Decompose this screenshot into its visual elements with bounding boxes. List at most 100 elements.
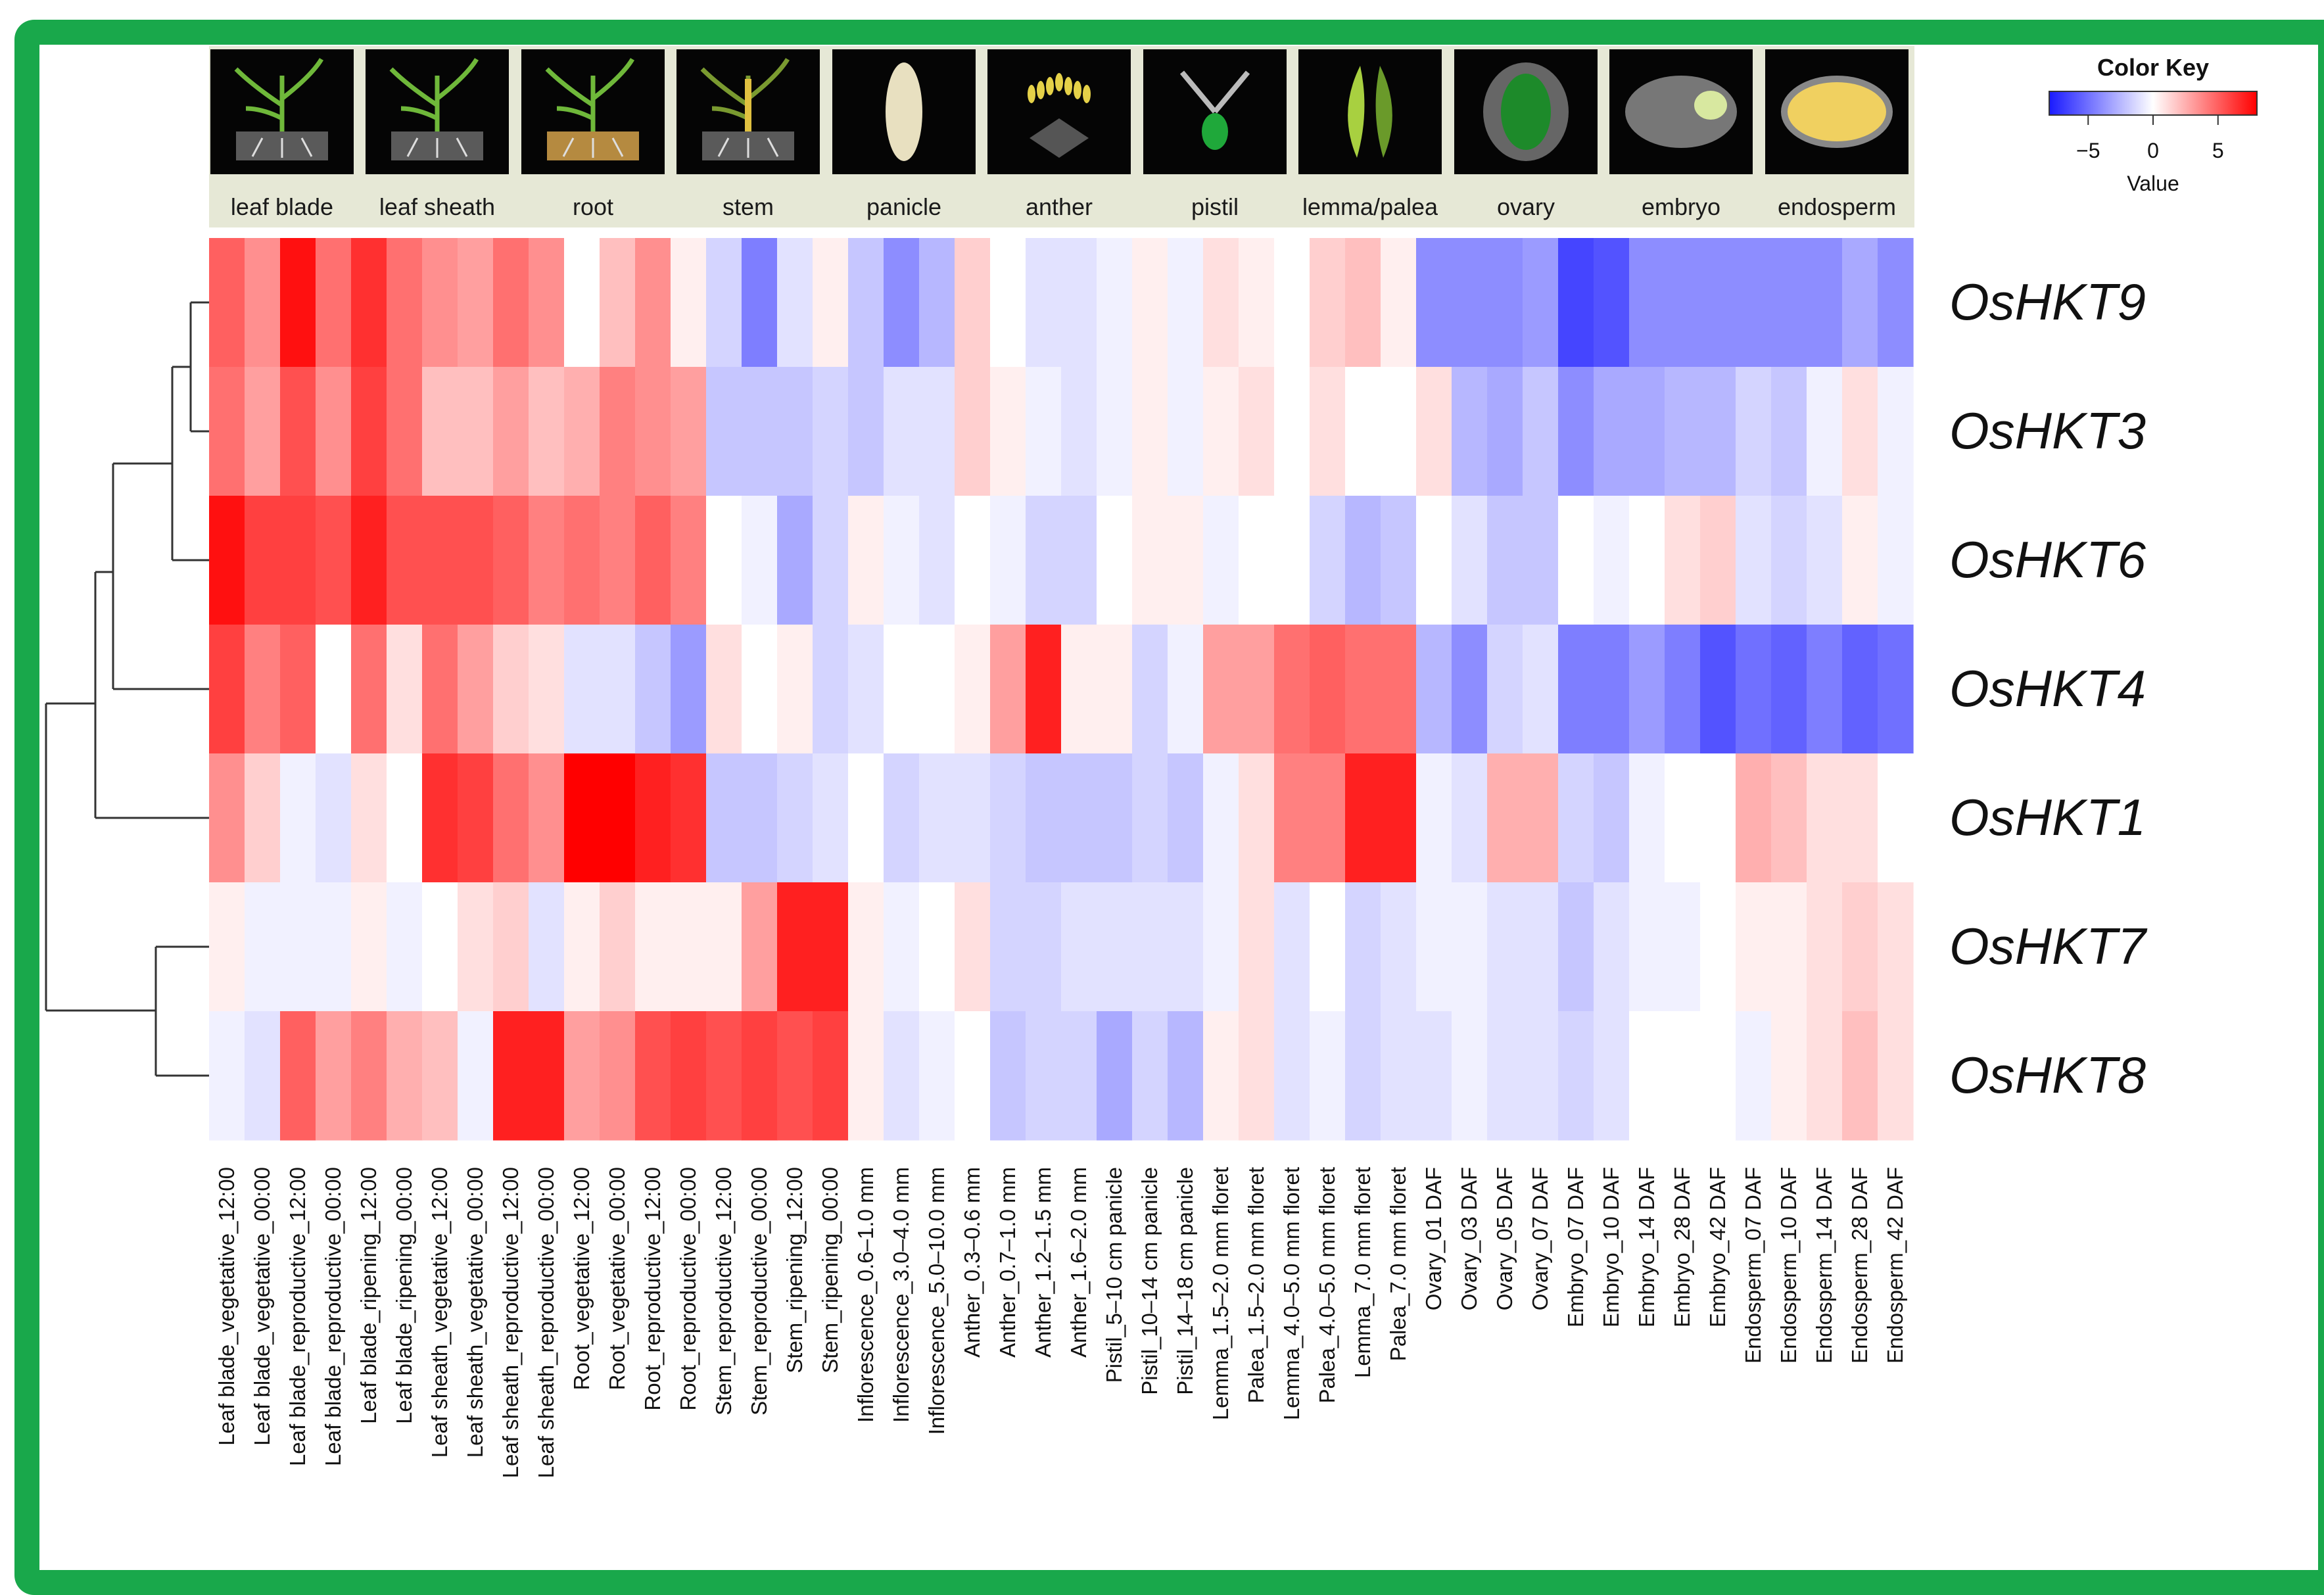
column-label: Leaf blade_reproductive_00:00 bbox=[321, 1167, 345, 1466]
heatmap-cell bbox=[564, 753, 600, 883]
heatmap-cell bbox=[955, 367, 991, 496]
heatmap-cell bbox=[1842, 367, 1878, 496]
tissue-tile: leaf sheath bbox=[366, 49, 509, 220]
endosperm-icon bbox=[1781, 76, 1893, 148]
seedling-icon bbox=[234, 58, 328, 160]
heatmap-cell bbox=[209, 496, 245, 625]
heatmap-cell bbox=[387, 238, 423, 368]
heatmap-cell bbox=[1807, 238, 1843, 368]
heatmap-cell bbox=[1168, 753, 1204, 883]
heatmap-cell bbox=[955, 496, 991, 625]
heatmap-cell bbox=[671, 1011, 707, 1141]
heatmap-cell bbox=[1097, 625, 1133, 754]
heatmap-cell bbox=[1700, 496, 1736, 625]
heatmap-cell bbox=[1452, 753, 1488, 883]
heatmap-cell bbox=[884, 496, 920, 625]
heatmap-cell bbox=[1097, 367, 1133, 496]
ovary-icon bbox=[1483, 62, 1569, 161]
column-label: Pistil_10–14 cm panicle bbox=[1137, 1167, 1162, 1395]
heatmap-cell bbox=[387, 882, 423, 1012]
heatmap-cell bbox=[1807, 367, 1843, 496]
heatmap-cell bbox=[1736, 367, 1772, 496]
heatmap-cell bbox=[1274, 1011, 1310, 1141]
heatmap-cell bbox=[1878, 238, 1914, 368]
tissue-label: leaf blade bbox=[231, 193, 333, 220]
heatmap-cell bbox=[1842, 1011, 1878, 1141]
heatmap-cell bbox=[1807, 625, 1843, 754]
heatmap-cell bbox=[209, 753, 245, 883]
column-label: Palea_4.0–5.0 mm floret bbox=[1315, 1167, 1339, 1404]
column-label: Root_reproductive_00:00 bbox=[676, 1167, 700, 1411]
heatmap-cell bbox=[529, 882, 565, 1012]
heatmap-cell bbox=[1061, 625, 1097, 754]
heatmap-cell bbox=[209, 238, 245, 368]
heatmap-cell bbox=[564, 625, 600, 754]
heatmap-cell bbox=[493, 1011, 529, 1141]
heatmap-cell bbox=[1274, 238, 1310, 368]
heatmap-cell bbox=[1239, 496, 1275, 625]
seedling-sheath-icon bbox=[389, 58, 483, 160]
heatmap-cell bbox=[848, 238, 884, 368]
heatmap-cell bbox=[316, 753, 352, 883]
column-labels: Leaf blade_vegetative_12:00 Leaf blade_ve… bbox=[214, 1167, 1907, 1478]
heatmap-cell bbox=[1665, 367, 1701, 496]
heatmap-cell bbox=[919, 882, 955, 1012]
heatmap-cell bbox=[706, 625, 742, 754]
heatmap-cell bbox=[1558, 1011, 1594, 1141]
heatmap-cell bbox=[635, 238, 671, 368]
heatmap-cell bbox=[990, 496, 1026, 625]
heatmap-cell bbox=[1416, 625, 1452, 754]
heatmap-cell bbox=[706, 1011, 742, 1141]
heatmap-cell bbox=[1487, 753, 1523, 883]
column-label: Stem_reproductive_00:00 bbox=[747, 1167, 771, 1416]
heatmap-cell bbox=[1097, 238, 1133, 368]
tissue-tile: embryo bbox=[1609, 49, 1753, 220]
heatmap-cell bbox=[742, 367, 778, 496]
heatmap-cell bbox=[316, 1011, 352, 1141]
heatmap-cell bbox=[1736, 238, 1772, 368]
heatmap-cell bbox=[706, 882, 742, 1012]
color-key-tick-label: 5 bbox=[2212, 139, 2224, 162]
heatmap-cell bbox=[1700, 753, 1736, 883]
heatmap-cell bbox=[671, 496, 707, 625]
heatmap-cell bbox=[1629, 496, 1665, 625]
heatmap-cell bbox=[706, 238, 742, 368]
column-label: Pistil_14–18 cm panicle bbox=[1173, 1167, 1197, 1395]
heatmap-cell bbox=[1168, 625, 1204, 754]
heatmap-cell bbox=[1558, 753, 1594, 883]
heatmap-cell bbox=[884, 238, 920, 368]
heatmap-cell bbox=[1061, 882, 1097, 1012]
heatmap-cell bbox=[245, 496, 281, 625]
row-label: OsHKT7 bbox=[1949, 917, 2148, 975]
heatmap-cell bbox=[600, 882, 636, 1012]
heatmap-cell bbox=[1310, 1011, 1346, 1141]
heatmap-cell bbox=[706, 496, 742, 625]
heatmap-cell bbox=[422, 753, 458, 883]
column-label: Lemma_7.0 mm floret bbox=[1350, 1167, 1375, 1378]
heatmap-cell bbox=[813, 882, 849, 1012]
heatmap-cell bbox=[990, 753, 1026, 883]
column-label: Anther_0.7–1.0 mm bbox=[995, 1167, 1020, 1358]
heatmap-cell bbox=[280, 882, 316, 1012]
heatmap-cell bbox=[742, 625, 778, 754]
heatmap-cell bbox=[1381, 1011, 1417, 1141]
heatmap-cell bbox=[493, 238, 529, 368]
column-label: Leaf sheath_vegetative_00:00 bbox=[463, 1167, 487, 1458]
heatmap-cell bbox=[955, 753, 991, 883]
tissue-photo bbox=[1298, 49, 1442, 174]
column-label: Anther_0.3–0.6 mm bbox=[960, 1167, 984, 1358]
tissue-label: stem bbox=[723, 193, 774, 220]
heatmap-cell bbox=[458, 882, 494, 1012]
root-icon bbox=[545, 58, 639, 160]
column-label: Stem_reproductive_12:00 bbox=[711, 1167, 736, 1416]
heatmap-cell bbox=[1523, 496, 1559, 625]
heatmap-cell bbox=[458, 1011, 494, 1141]
heatmap-cell bbox=[1878, 882, 1914, 1012]
heatmap-cell bbox=[1132, 496, 1168, 625]
embryo-icon bbox=[1625, 76, 1737, 148]
heatmap-cell bbox=[493, 882, 529, 1012]
tissue-label: leaf sheath bbox=[379, 193, 495, 220]
heatmap-cell bbox=[1736, 625, 1772, 754]
heatmap-cell bbox=[458, 238, 494, 368]
anther-icon bbox=[1028, 73, 1091, 158]
